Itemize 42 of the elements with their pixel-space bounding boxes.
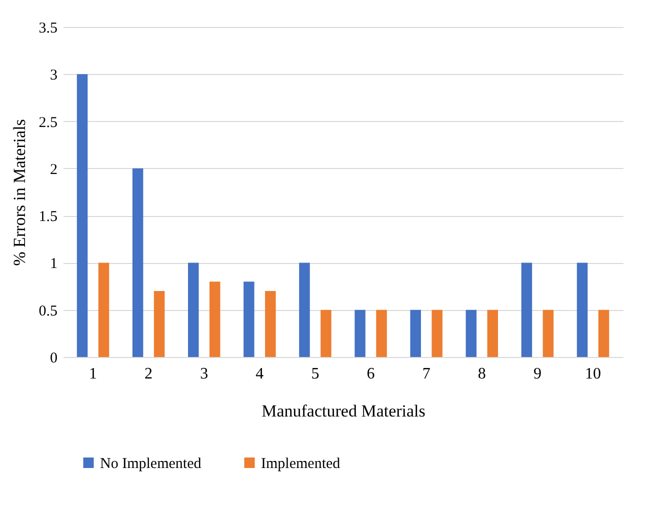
- x-tick-label: 6: [366, 366, 375, 382]
- y-tick-label: 2: [50, 162, 58, 178]
- y-tick-label: 2.5: [38, 114, 58, 131]
- y-tick-label: 1.5: [38, 209, 58, 226]
- x-axis-title: Manufactured Materials: [262, 402, 426, 420]
- bar: [209, 282, 220, 357]
- x-tick-label: 1: [89, 366, 97, 382]
- x-tick-label: 7: [422, 366, 430, 382]
- x-tick-label: 2: [144, 366, 153, 382]
- bar: [432, 310, 442, 357]
- y-tick-label: 0.5: [38, 303, 58, 320]
- x-tick-label: 4: [256, 366, 264, 382]
- bar: [576, 262, 588, 357]
- bar: [76, 74, 88, 357]
- bar: [598, 310, 610, 357]
- bar: [542, 310, 554, 357]
- bar: [188, 262, 199, 357]
- bar: [466, 310, 477, 357]
- x-tick-label: 10: [585, 366, 601, 382]
- bar: [244, 282, 254, 357]
- y-tick-label: 3.5: [38, 20, 58, 36]
- bar: [521, 262, 532, 357]
- legend-label: No Implemented: [100, 456, 202, 472]
- bar: [354, 310, 366, 357]
- bar: [98, 262, 110, 357]
- y-tick-label: 0: [50, 350, 58, 366]
- bar: [132, 168, 144, 357]
- y-axis-title: % Errors in Materials: [10, 119, 29, 266]
- bar: [299, 262, 310, 357]
- bar: [320, 310, 332, 357]
- x-tick-label: 8: [478, 366, 486, 382]
- bar: [410, 310, 421, 357]
- x-tick-label: 9: [533, 366, 542, 382]
- y-tick-label: 3: [50, 68, 58, 84]
- y-tick-label: 1: [50, 256, 58, 272]
- x-tick-label: 5: [311, 366, 320, 382]
- bar: [265, 291, 276, 357]
- legend-label: Implemented: [261, 456, 341, 472]
- bar: [376, 310, 387, 357]
- bar: [487, 310, 498, 357]
- bar: [154, 291, 165, 357]
- x-tick-label: 3: [200, 366, 208, 382]
